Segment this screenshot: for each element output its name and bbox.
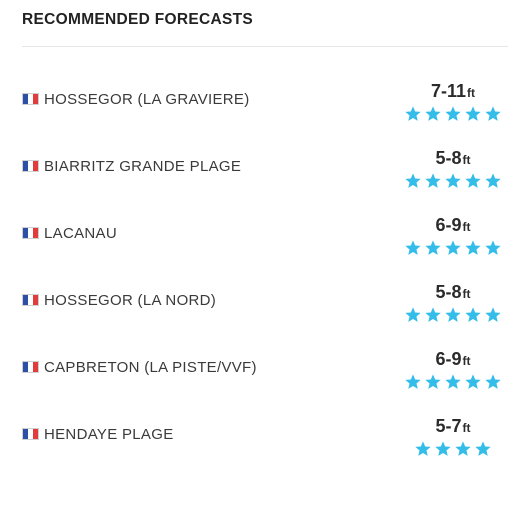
star-rating — [398, 239, 508, 259]
wave-height-unit: ft — [462, 287, 471, 301]
spot-link[interactable]: CAPBRETON (LA PISTE/VVF) — [22, 358, 257, 376]
forecast-row-3[interactable]: LACANAU 6-9ft — [0, 199, 528, 266]
star-icon — [445, 173, 461, 188]
wave-height: 7-11ft — [398, 81, 508, 101]
star-icon — [425, 173, 441, 188]
wave-height-unit: ft — [462, 153, 471, 167]
spot-name: HENDAYE PLAGE — [44, 425, 174, 443]
star-rating — [398, 105, 508, 125]
forecast-row-1[interactable]: HOSSEGOR (LA GRAVIERE) 7-11ft — [0, 65, 528, 132]
star-icon — [425, 374, 441, 389]
spot-name: HOSSEGOR (LA NORD) — [44, 291, 217, 309]
france-flag-icon — [22, 294, 39, 306]
spot-name: BIARRITZ GRANDE PLAGE — [44, 157, 242, 175]
spot-name: CAPBRETON (LA PISTE/VVF) — [44, 358, 257, 376]
star-icon — [425, 106, 441, 121]
star-icon — [415, 441, 431, 456]
star-icon — [445, 307, 461, 322]
wave-height-value: 5-8 — [435, 148, 462, 168]
forecast-row-4[interactable]: HOSSEGOR (LA NORD) 5-8ft — [0, 266, 528, 333]
france-flag-icon — [22, 428, 39, 440]
wave-height-value: 5-8 — [435, 282, 462, 302]
star-icon — [485, 374, 501, 389]
star-icon — [445, 106, 461, 121]
star-icon — [465, 240, 481, 255]
wave-height-value: 6-9 — [435, 215, 462, 235]
wave-height-value: 5-7 — [435, 416, 462, 436]
spot-link[interactable]: BIARRITZ GRANDE PLAGE — [22, 157, 241, 175]
forecast-summary: 5-8ft — [398, 148, 508, 192]
wave-height: 6-9ft — [398, 215, 508, 235]
star-rating — [398, 172, 508, 192]
star-icon — [445, 374, 461, 389]
wave-height: 5-7ft — [398, 416, 508, 436]
france-flag-icon — [22, 227, 39, 239]
forecast-row-2[interactable]: BIARRITZ GRANDE PLAGE 5-8ft — [0, 132, 528, 199]
star-rating — [398, 306, 508, 326]
spot-name: HOSSEGOR (LA GRAVIERE) — [44, 90, 250, 108]
title-divider — [22, 46, 508, 47]
star-icon — [465, 374, 481, 389]
wave-height: 6-9ft — [398, 349, 508, 369]
wave-height-unit: ft — [462, 220, 471, 234]
spot-link[interactable]: LACANAU — [22, 224, 117, 242]
widget-title: RECOMMENDED FORECASTS — [22, 11, 254, 28]
wave-height-unit: ft — [462, 421, 471, 435]
forecast-list: HOSSEGOR (LA GRAVIERE) 7-11ft BIARRITZ G… — [0, 65, 528, 467]
star-icon — [465, 307, 481, 322]
star-rating — [398, 373, 508, 393]
spot-link[interactable]: HOSSEGOR (LA GRAVIERE) — [22, 90, 250, 108]
star-icon — [425, 307, 441, 322]
star-icon — [405, 374, 421, 389]
forecast-summary: 7-11ft — [398, 81, 508, 125]
star-icon — [485, 106, 501, 121]
forecast-row-6[interactable]: HENDAYE PLAGE 5-7ft — [0, 400, 528, 467]
star-icon — [485, 307, 501, 322]
france-flag-icon — [22, 361, 39, 373]
spot-name: LACANAU — [44, 224, 117, 242]
star-icon — [485, 240, 501, 255]
star-icon — [475, 441, 491, 456]
star-icon — [485, 173, 501, 188]
forecast-summary: 6-9ft — [398, 349, 508, 393]
star-icon — [465, 106, 481, 121]
wave-height-value: 7-11 — [430, 81, 467, 101]
star-icon — [405, 307, 421, 322]
spot-link[interactable]: HENDAYE PLAGE — [22, 425, 174, 443]
star-rating — [398, 440, 508, 460]
star-icon — [465, 173, 481, 188]
france-flag-icon — [22, 93, 39, 105]
wave-height-unit: ft — [462, 354, 471, 368]
wave-height: 5-8ft — [398, 148, 508, 168]
wave-height-value: 6-9 — [435, 349, 462, 369]
forecast-summary: 5-7ft — [398, 416, 508, 460]
star-icon — [405, 173, 421, 188]
forecast-summary: 5-8ft — [398, 282, 508, 326]
star-icon — [425, 240, 441, 255]
forecast-row-5[interactable]: CAPBRETON (LA PISTE/VVF) 6-9ft — [0, 333, 528, 400]
star-icon — [455, 441, 471, 456]
star-icon — [445, 240, 461, 255]
spot-link[interactable]: HOSSEGOR (LA NORD) — [22, 291, 216, 309]
star-icon — [435, 441, 451, 456]
wave-height-unit: ft — [467, 86, 476, 100]
wave-height: 5-8ft — [398, 282, 508, 302]
star-icon — [405, 240, 421, 255]
france-flag-icon — [22, 160, 39, 172]
star-icon — [405, 106, 421, 121]
forecast-summary: 6-9ft — [398, 215, 508, 259]
